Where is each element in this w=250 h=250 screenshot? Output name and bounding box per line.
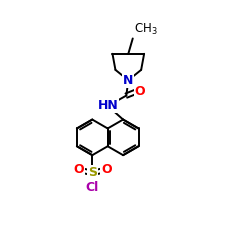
Text: Cl: Cl <box>86 181 99 194</box>
Text: CH$_3$: CH$_3$ <box>134 22 158 38</box>
Text: S: S <box>88 166 97 179</box>
Text: HN: HN <box>98 100 118 112</box>
Text: O: O <box>134 85 145 98</box>
Text: O: O <box>101 164 112 176</box>
Text: O: O <box>73 164 84 176</box>
Text: N: N <box>123 74 134 87</box>
